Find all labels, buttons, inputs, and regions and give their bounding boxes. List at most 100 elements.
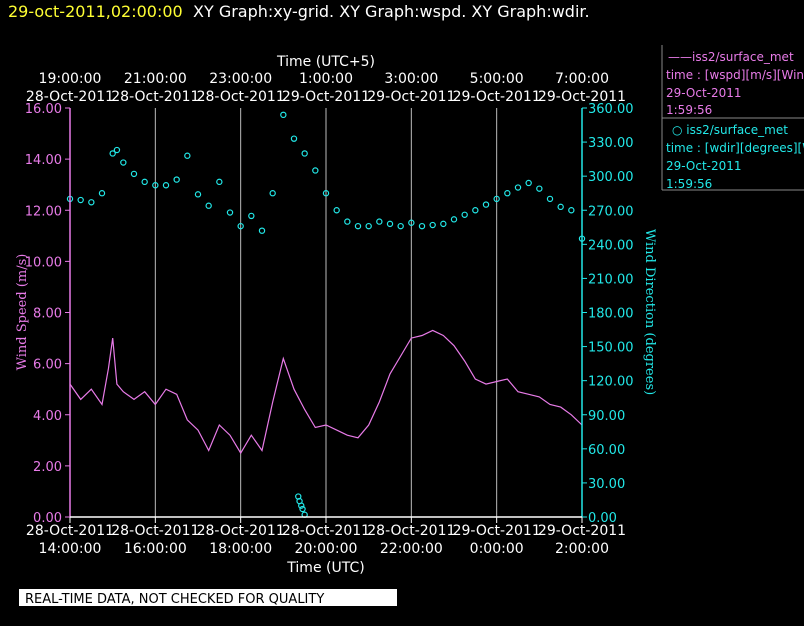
- wdir-point: [536, 185, 543, 192]
- wdir-point: [450, 216, 458, 223]
- wdir-point: [482, 201, 490, 208]
- wspd-line: [69, 329, 583, 455]
- header-graph-list: XY Graph:xy-grid. XY Graph:wspd. XY Grap…: [193, 2, 590, 21]
- right-tick-label: 150.00: [588, 341, 634, 356]
- left-tick-label: 8.00: [33, 307, 62, 322]
- wdir-point: [504, 190, 511, 197]
- wdir-point: [141, 178, 148, 186]
- legend-wdir-variable: time : [wdir][degrees][W: [666, 141, 804, 155]
- top-tick-time: 19:00:00: [39, 71, 102, 87]
- wdir-point: [333, 207, 340, 214]
- wspd-series: [69, 329, 583, 455]
- wdir-point: [152, 182, 159, 189]
- top-tick-time: 1:00:00: [299, 71, 353, 87]
- wdir-point: [290, 135, 298, 142]
- top-axis-ticks: 19:00:00 28-Oct-2011 21:00:00 28-Oct-2011 23…: [26, 71, 626, 105]
- left-tick-label: 0.00: [33, 511, 62, 526]
- wdir-point: [113, 146, 121, 154]
- bottom-tick-date: 28-Oct-2011: [111, 523, 199, 539]
- right-tick-label: 90.00: [588, 409, 625, 424]
- bottom-tick-time: 2:00:00: [555, 541, 609, 557]
- bottom-tick-date: 29-Oct-2011: [453, 523, 541, 539]
- wdir-point: [514, 184, 522, 191]
- wdir-point: [312, 167, 319, 174]
- top-tick-time: 21:00:00: [124, 71, 187, 87]
- left-tick-label: 4.00: [33, 409, 62, 424]
- top-tick-time: 5:00:00: [470, 71, 524, 87]
- wdir-point: [557, 203, 564, 211]
- wdir-point: [109, 150, 116, 157]
- right-tick-label: 270.00: [588, 204, 634, 219]
- bottom-tick-time: 14:00:00: [39, 541, 102, 557]
- right-tick-label: 60.00: [588, 443, 625, 458]
- legend: ——iss2/surface_met time : [wspd][m/s][Wi…: [661, 45, 804, 191]
- wdir-point: [418, 222, 426, 230]
- wdir-point: [205, 202, 212, 209]
- top-tick-time: 23:00:00: [209, 71, 272, 87]
- wdir-point: [226, 209, 234, 216]
- bottom-tick-time: 22:00:00: [380, 541, 443, 557]
- wdir-point: [386, 220, 394, 228]
- wdir-point: [248, 212, 255, 220]
- legend-wspd-date: 29-Oct-2011: [666, 86, 742, 100]
- top-tick-time: 7:00:00: [555, 71, 609, 87]
- wdir-point: [280, 111, 287, 119]
- wdir-point: [301, 150, 308, 157]
- wdir-point: [354, 222, 362, 230]
- right-tick-label: 330.00: [588, 136, 634, 151]
- legend-wspd-variable: time : [wspd][m/s][Wind: [666, 68, 804, 82]
- right-tick-label: 360.00: [588, 102, 634, 117]
- legend-wdir-date: 29-Oct-2011: [666, 159, 742, 173]
- bottom-axis-ticks: 28-Oct-2011 14:00:00 28-Oct-2011 16:00:00 28…: [26, 517, 626, 557]
- right-tick-label: 30.00: [588, 477, 625, 492]
- bottom-tick-date: 28-Oct-2011: [26, 523, 114, 539]
- left-axis-ticks: 0.00 2.00 4.00 6.00 8.00 10.00 12.00 14.00 16.00: [25, 102, 70, 526]
- top-tick-date: 28-Oct-2011: [26, 89, 114, 105]
- wdir-point: [461, 211, 468, 218]
- right-tick-label: 0.00: [588, 511, 617, 526]
- legend-wspd-time: 1:59:56: [666, 103, 712, 117]
- wdir-point: [88, 199, 95, 206]
- wdir-point: [322, 190, 330, 197]
- right-tick-label: 210.00: [588, 272, 634, 287]
- wdir-point: [269, 190, 276, 197]
- wdir-point: [376, 218, 383, 225]
- wdir-point: [130, 170, 138, 178]
- header-timestamp: 29-oct-2011,02:00:00: [8, 2, 183, 21]
- bottom-tick-date: 28-Oct-2011: [197, 523, 285, 539]
- wdir-point: [397, 222, 404, 230]
- wdir-point: [173, 176, 180, 183]
- wdir-point: [440, 220, 447, 228]
- wdir-point: [408, 219, 415, 226]
- bottom-tick-time: 0:00:00: [470, 541, 524, 557]
- wdir-point: [299, 505, 306, 513]
- bottom-tick-date: 29-Oct-2011: [538, 523, 626, 539]
- wdir-point: [77, 196, 84, 204]
- wdir-point: [98, 190, 106, 197]
- bottom-tick-date: 28-Oct-2011: [282, 523, 370, 539]
- bottom-tick-time: 20:00:00: [295, 541, 358, 557]
- wdir-point: [258, 227, 266, 234]
- right-axis-ticks: 0.00 30.00 60.00 90.00 120.00 150.00 180.00 210…: [582, 102, 634, 526]
- wdir-point: [120, 159, 127, 166]
- wdir-point: [344, 218, 351, 225]
- left-axis-label: Wind Speed (m/s): [15, 254, 30, 371]
- left-tick-label: 14.00: [25, 153, 62, 168]
- left-tick-label: 6.00: [33, 358, 62, 373]
- wdir-point: [365, 222, 372, 230]
- quality-banner: [19, 589, 397, 606]
- wdir-point: [493, 195, 500, 203]
- legend-wdir-time: 1:59:56: [666, 177, 712, 191]
- left-tick-label: 10.00: [25, 255, 62, 270]
- wdir-point: [568, 207, 575, 214]
- wdir-point: [472, 207, 479, 214]
- top-tick-date: 29-Oct-2011: [538, 89, 626, 105]
- wdir-point: [237, 222, 244, 230]
- right-axis-label: Wind Direction (degrees): [642, 229, 657, 395]
- top-tick-time: 3:00:00: [384, 71, 438, 87]
- top-tick-date: 28-Oct-2011: [111, 89, 199, 105]
- wdir-point: [298, 502, 305, 509]
- bottom-tick-time: 16:00:00: [124, 541, 187, 557]
- wdir-point: [216, 178, 223, 186]
